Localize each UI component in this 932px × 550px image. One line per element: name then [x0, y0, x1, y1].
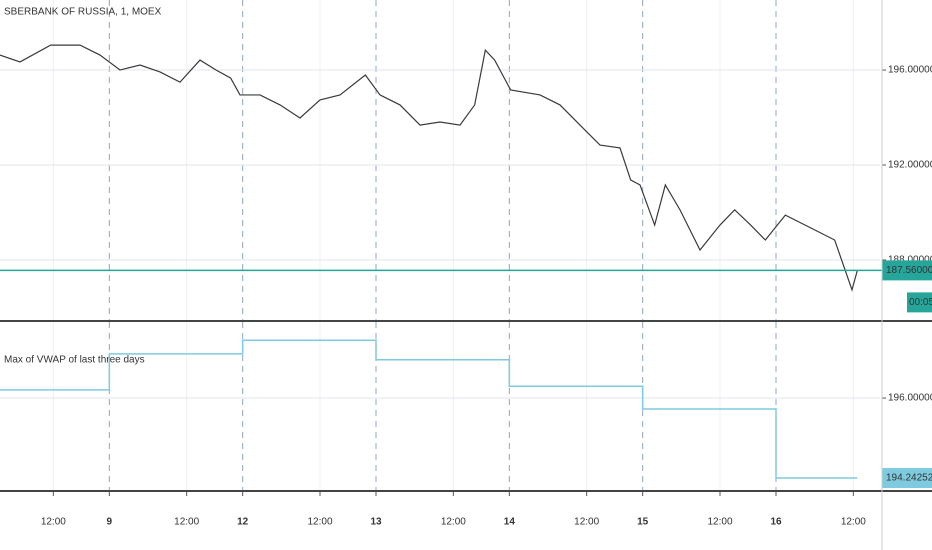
x-tick-label: 9	[107, 517, 113, 528]
x-tick-label: 12:00	[174, 517, 199, 528]
y-tick-label: 196.00000000	[888, 65, 932, 76]
last-value-box	[882, 468, 932, 489]
y-tick-label: 196.00000000	[888, 393, 932, 404]
price-line	[0, 44, 858, 292]
x-tick-label: 12:00	[307, 517, 332, 528]
y-tick-label: 188.00000000	[888, 255, 932, 266]
countdown-box	[907, 292, 932, 313]
y-tick-label: 192.00000000	[888, 160, 932, 171]
x-tick-label: 12:00	[441, 517, 466, 528]
last-price-label: 187.56000000	[886, 265, 932, 276]
x-tick-label: 15	[637, 517, 649, 528]
countdown: 00:05	[909, 297, 932, 308]
x-tick-label: 16	[770, 517, 782, 528]
x-tick-label: 12:00	[841, 517, 866, 528]
x-tick-label: 12:00	[707, 517, 732, 528]
pane-title: Max of VWAP of last three days	[4, 355, 145, 366]
x-tick-label: 12	[237, 517, 249, 528]
pane-title: SBERBANK OF RUSSIA, 1, MOEX	[4, 7, 162, 18]
x-tick-label: 12:00	[41, 517, 66, 528]
x-tick-label: 12:00	[574, 517, 599, 528]
last-price-box	[882, 260, 932, 281]
last-value-label: 194.24252803	[886, 473, 932, 484]
x-tick-label: 13	[370, 517, 382, 528]
vwap-step-line	[0, 339, 858, 479]
x-tick-label: 14	[504, 517, 516, 528]
